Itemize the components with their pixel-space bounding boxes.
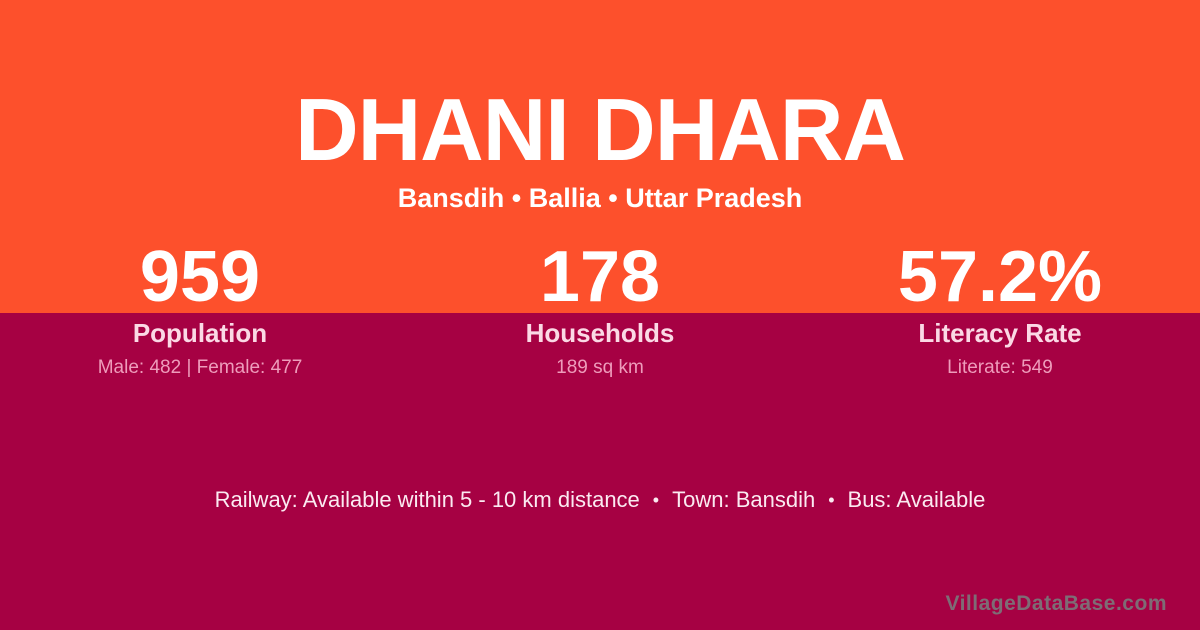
households-detail: 189 sq km — [556, 357, 644, 379]
town-info: Town: Bansdih — [672, 487, 816, 512]
literacy-label: Literacy Rate — [918, 318, 1082, 348]
households-value: 178 — [539, 237, 661, 317]
literacy-detail: Literate: 549 — [947, 357, 1053, 379]
top-background — [0, 0, 1200, 313]
stat-households: 178 Households 189 sq km — [400, 241, 800, 380]
stat-population: 959 Population Male: 482 | Female: 477 — [0, 241, 400, 380]
population-label: Population — [132, 318, 268, 348]
watermark: VillageDataBase.com — [945, 592, 1167, 615]
stat-literacy: 57.2% Literacy Rate Literate: 549 — [800, 241, 1200, 380]
location-breadcrumb: Bansdih • Ballia • Uttar Pradesh — [397, 183, 803, 213]
separator-dot: • — [652, 490, 660, 510]
stats-row: 959 Population Male: 482 | Female: 477 1… — [0, 241, 1200, 380]
separator-dot: • — [828, 490, 835, 510]
bottom-background — [0, 313, 1200, 630]
population-value: 959 — [139, 237, 261, 317]
amenities-line: Railway: Available within 5 - 10 km dist… — [0, 486, 1200, 515]
village-name-title: DHANI DHARA — [295, 80, 906, 179]
literacy-value: 57.2% — [897, 237, 1103, 317]
bus-info: Bus: Available — [847, 487, 986, 512]
railway-info: Railway: Available within 5 - 10 km dist… — [214, 487, 640, 512]
population-detail: Male: 482 | Female: 477 — [97, 357, 303, 379]
households-label: Households — [525, 318, 675, 348]
